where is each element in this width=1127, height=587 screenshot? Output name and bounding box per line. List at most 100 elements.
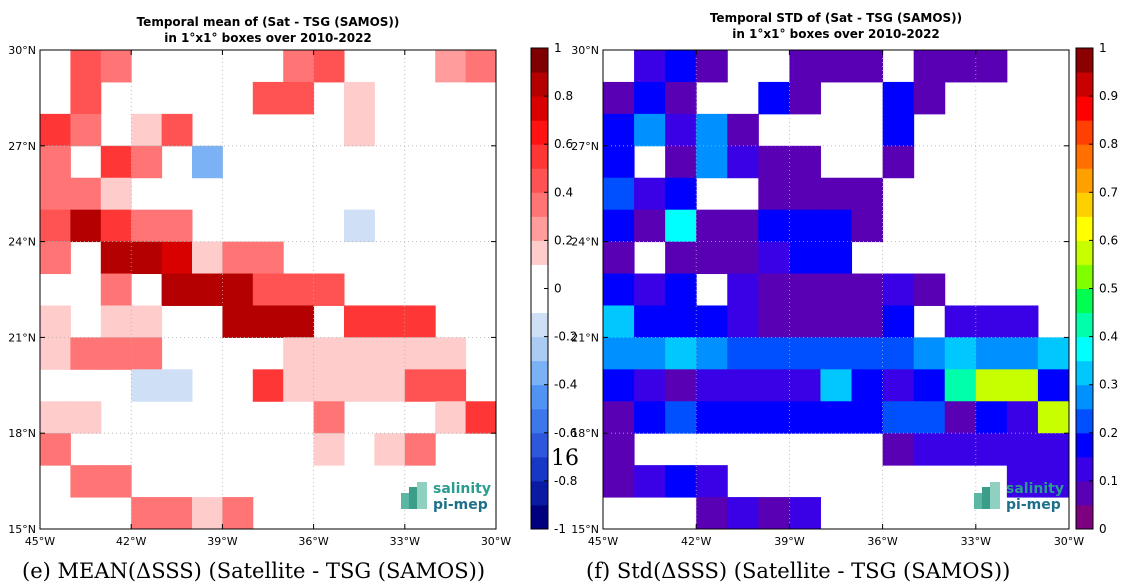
heat-cell [727, 241, 759, 275]
heat-cell [252, 81, 284, 115]
colorbar-segment [1076, 120, 1093, 145]
heat-cell [758, 369, 790, 402]
heat-cell [696, 50, 728, 83]
y-tick-label: 27°N [8, 140, 36, 153]
colorbar-segment [531, 192, 548, 217]
heat-cell [1037, 369, 1070, 402]
heat-cell [40, 305, 71, 338]
heat-cell [603, 369, 635, 402]
heat-cell [882, 433, 915, 466]
colorbar-segment [1076, 408, 1093, 434]
heat-cell [634, 113, 666, 147]
heat-cell [758, 273, 790, 306]
heat-cell [696, 337, 728, 370]
heat-cell [665, 145, 697, 179]
heat-cell [820, 241, 853, 275]
heat-cell [603, 273, 635, 306]
x-tick-label: 45°W [588, 535, 618, 548]
heat-cell [603, 177, 635, 211]
logo-text: pi-mep [433, 497, 488, 513]
colorbar-tick-label: 0.6 [1099, 233, 1118, 247]
heat-cell [851, 273, 884, 306]
y-tick-label: 24°N [571, 236, 599, 249]
colorbar-segment [1076, 312, 1093, 338]
heat-cell [789, 50, 821, 83]
colorbar-tick-label: 0.4 [554, 185, 573, 199]
heat-cell [696, 497, 728, 530]
heat-cell [727, 273, 759, 306]
heat-cell [344, 209, 375, 243]
colorbar-segment [531, 360, 548, 386]
heat-cell [603, 337, 635, 370]
heat-cell [40, 241, 71, 275]
heat-cell [727, 369, 759, 402]
heat-cell [665, 401, 697, 434]
heat-cell [944, 433, 977, 466]
heat-cell [131, 241, 163, 275]
heat-cell [313, 337, 345, 370]
heat-cell [1006, 337, 1039, 370]
heat-cell [344, 113, 375, 147]
heat-cell [283, 337, 315, 370]
heat-cell [634, 209, 666, 243]
heat-cell [820, 369, 853, 402]
heat-cell [70, 465, 102, 498]
heat-cell [696, 209, 728, 243]
colorbar-tick-label: 0 [1099, 522, 1107, 536]
heat-cell [665, 241, 697, 275]
heat-cell [465, 401, 497, 434]
colorbar-segment [531, 408, 548, 434]
heat-cell [665, 273, 697, 306]
colorbar-tick-label: 0.6 [554, 137, 573, 151]
heat-cell [758, 145, 790, 179]
heat-cell [820, 177, 853, 211]
heat-cell [789, 273, 821, 306]
logo-text: salinity [433, 481, 491, 497]
heat-cell [634, 81, 666, 115]
heat-cell [1037, 433, 1070, 466]
heat-cell [758, 337, 790, 370]
colorbar-segment [1076, 288, 1093, 314]
heat-cell [374, 433, 406, 466]
colorbar-segment [1076, 456, 1093, 482]
heat-cell [789, 177, 821, 211]
heat-cell [665, 465, 697, 498]
heat-cell [313, 433, 345, 466]
colorbar-segment [531, 168, 548, 193]
heat-cell [634, 337, 666, 370]
heat-cell [161, 369, 193, 402]
heat-cell [944, 305, 977, 338]
heat-cell [252, 241, 284, 275]
heat-cell [40, 145, 71, 179]
heat-cell [789, 337, 821, 370]
heat-cell [789, 81, 821, 115]
heat-cell [727, 209, 759, 243]
colorbar-segment [1076, 264, 1093, 289]
heat-cell [70, 337, 102, 370]
heat-cell [696, 241, 728, 275]
heat-cell [40, 209, 71, 243]
heat-cell [131, 145, 163, 179]
heat-cell [975, 433, 1008, 466]
heat-cell [192, 241, 223, 275]
y-tick-label: 21°N [571, 331, 599, 344]
heat-cell [603, 209, 635, 243]
logo-text: pi-mep [1006, 497, 1061, 513]
heat-cell [1037, 337, 1070, 370]
colorbar-tick-label: 1 [554, 41, 562, 55]
heat-cell [634, 177, 666, 211]
caption-std: (f) Std(ΔSSS) (Satellite - TSG (SAMOS)) [586, 559, 1011, 583]
colorbar-segment [531, 240, 548, 265]
y-tick-label: 18°N [571, 427, 599, 440]
heat-cell [161, 273, 193, 306]
colorbar-segment [1076, 360, 1093, 386]
heat-cell [634, 369, 666, 402]
heat-cell [252, 369, 284, 402]
heat-cell [100, 305, 132, 338]
colorbar-segment [1076, 432, 1093, 458]
heat-cell [975, 50, 1008, 83]
colorbar-segment [1076, 192, 1093, 217]
colorbar-segment [1076, 480, 1093, 506]
heat-cell [789, 369, 821, 402]
